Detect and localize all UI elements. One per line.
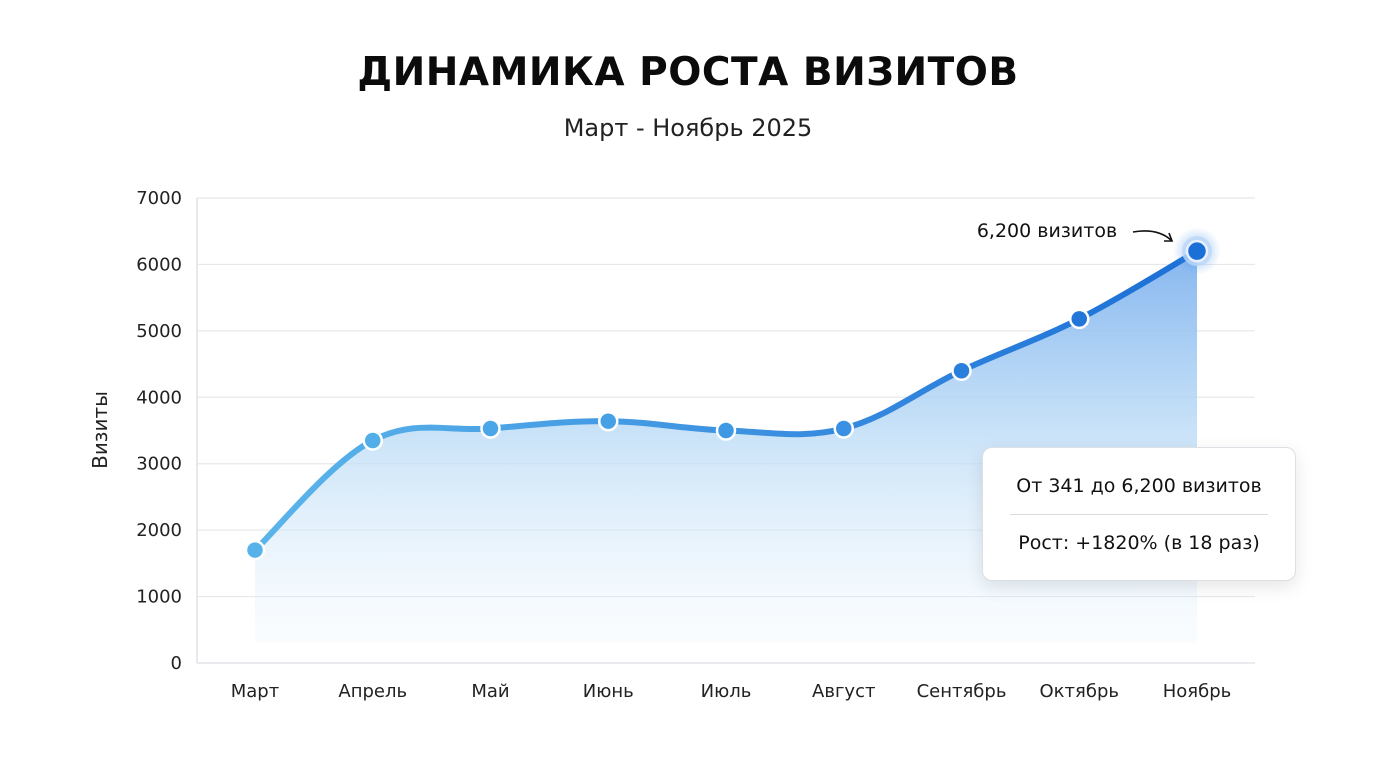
data-point-Август[interactable] — [833, 418, 854, 439]
data-point-Ноябрь[interactable] — [1185, 239, 1209, 263]
x-tick-label: Октябрь — [1040, 681, 1120, 702]
y-tick-label: 5000 — [136, 321, 182, 342]
peak-annotation: 6,200 визитов — [977, 220, 1117, 242]
area-fill — [255, 251, 1197, 643]
data-point-Март[interactable] — [244, 539, 266, 561]
x-tick-label: Ноябрь — [1163, 681, 1232, 702]
x-tick-label: Август — [812, 681, 875, 702]
stats-box: От 341 до 6,200 визитов Рост: +1820% (в … — [982, 447, 1296, 581]
y-tick-label: 1000 — [136, 587, 182, 608]
arrow-head-icon — [1164, 232, 1174, 242]
y-axis-label: Визиты — [88, 391, 112, 469]
y-tick-label: 0 — [171, 653, 182, 674]
y-tick-label: 7000 — [136, 188, 182, 209]
growth-text: Рост: +1820% (в 18 раз) — [1018, 532, 1260, 554]
x-tick-label: Апрель — [338, 681, 407, 702]
data-point-Сентябрь[interactable] — [951, 360, 972, 381]
range-text: От 341 до 6,200 визитов — [1016, 475, 1262, 497]
data-point-Апрель[interactable] — [362, 430, 383, 451]
data-point-Июнь[interactable] — [598, 410, 619, 432]
y-tick-label: 4000 — [136, 387, 182, 408]
data-point-Октябрь[interactable] — [1069, 308, 1090, 330]
y-tick-label: 2000 — [136, 520, 182, 541]
x-tick-label: Сентябрь — [917, 681, 1007, 702]
data-points — [244, 227, 1221, 561]
x-tick-label: Июль — [701, 681, 752, 702]
x-tick-label: Март — [231, 681, 279, 702]
x-axis-ticks: Март Апрель Май Июнь Июль Август Сентябрь Октяб… — [231, 681, 1232, 702]
data-point-Май[interactable] — [480, 418, 501, 439]
y-axis-ticks: 0 1000 2000 3000 4000 5000 6000 7000 — [136, 188, 182, 674]
curved-arrow-icon — [1132, 230, 1172, 241]
x-tick-label: Май — [471, 681, 509, 702]
chart-subtitle: Март - Ноябрь 2025 — [563, 114, 813, 142]
x-tick-label: Июнь — [583, 681, 634, 702]
y-tick-label: 3000 — [136, 454, 182, 475]
y-tick-label: 6000 — [136, 254, 182, 275]
stats-divider — [1010, 514, 1268, 515]
chart-title: ДИНАМИКА РОСТА ВИЗИТОВ — [357, 50, 1019, 95]
data-point-Июль[interactable] — [715, 420, 737, 441]
